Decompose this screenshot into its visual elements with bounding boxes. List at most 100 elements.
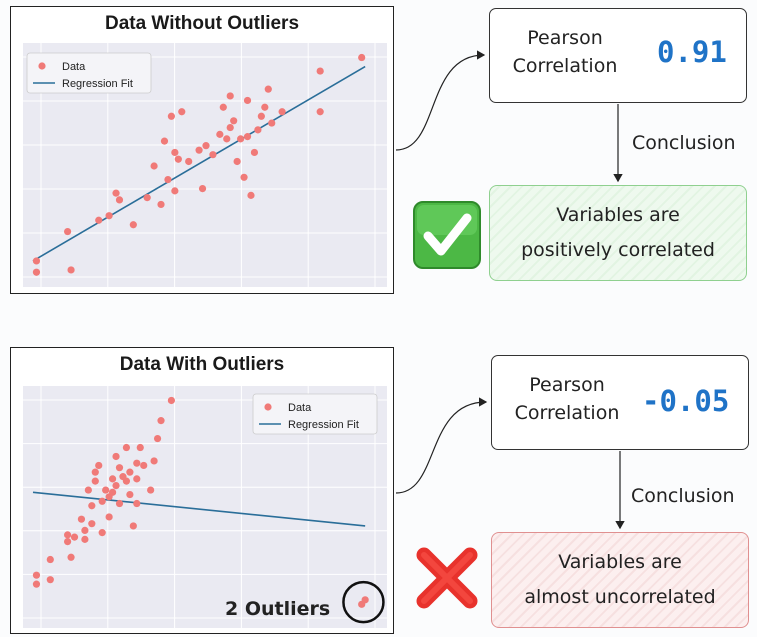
data-point <box>171 187 179 195</box>
conclusion-box: Variables are positively correlated <box>489 185 747 281</box>
data-point <box>150 457 158 465</box>
data-point <box>133 475 141 483</box>
data-point <box>361 596 369 604</box>
data-point <box>70 533 79 541</box>
data-point <box>122 443 131 452</box>
data-point <box>64 538 72 546</box>
chart-title: Data With Outliers <box>119 354 285 375</box>
regression-line <box>32 491 366 527</box>
data-point <box>157 417 165 425</box>
outlier-label: 2 Outliers <box>225 598 331 620</box>
data-point <box>91 477 99 485</box>
arrow-chart-to-pearson <box>395 50 486 151</box>
data-point <box>167 112 175 120</box>
data-point <box>32 257 41 265</box>
data-point <box>243 96 252 105</box>
chart-title: Data Without Outliers <box>104 13 300 34</box>
data-point <box>32 268 41 276</box>
data-point <box>157 200 165 209</box>
legend-label-data: Data <box>288 402 312 414</box>
legend-box <box>252 393 378 435</box>
data-point <box>278 108 286 116</box>
data-point <box>112 452 120 461</box>
data-point <box>112 189 120 197</box>
data-point <box>153 434 162 443</box>
data-point <box>133 499 141 508</box>
data-point <box>209 151 217 159</box>
data-point <box>167 396 175 405</box>
data-point <box>95 461 103 470</box>
legend-marker-data <box>38 62 46 70</box>
data-point <box>105 212 113 220</box>
data-point <box>81 526 89 534</box>
data-point <box>261 103 269 111</box>
regression-line <box>32 65 366 262</box>
data-point <box>102 486 110 494</box>
data-point <box>98 497 106 505</box>
check-mark-icon <box>413 201 481 269</box>
data-point <box>98 529 106 537</box>
data-point <box>46 576 54 584</box>
conclusion-label: Conclusion <box>632 132 736 154</box>
data-point <box>108 488 117 496</box>
data-point <box>195 146 203 154</box>
data-point <box>240 173 248 181</box>
data-point <box>178 108 186 116</box>
data-point <box>316 108 324 116</box>
data-point <box>129 221 137 229</box>
data-point <box>223 135 231 143</box>
data-point <box>316 67 324 75</box>
data-point <box>32 571 41 579</box>
data-point <box>115 499 124 508</box>
data-point <box>140 461 148 470</box>
data-point <box>202 142 210 150</box>
data-point <box>268 119 276 127</box>
scatter-chart: Data Regression Fit <box>23 43 387 287</box>
data-point <box>88 520 96 528</box>
data-point <box>112 482 120 490</box>
legend-label-data: Data <box>62 61 86 73</box>
conclusion-label: Conclusion <box>631 485 735 507</box>
data-point <box>254 126 262 134</box>
data-point <box>95 216 103 224</box>
data-point <box>105 513 113 521</box>
data-point <box>150 162 158 170</box>
data-point <box>143 194 151 202</box>
data-point <box>147 486 155 494</box>
data-point <box>77 515 86 523</box>
legend-marker-data <box>264 403 272 411</box>
data-point <box>233 157 241 166</box>
data-point <box>171 148 179 157</box>
chart-panel-with-outliers: Data With Outliers Data Regression Fit 2 … <box>10 347 394 634</box>
data-point <box>216 130 224 138</box>
data-point <box>247 191 255 199</box>
data-point <box>88 502 96 510</box>
pearson-label: Pearson Correlation <box>514 374 620 424</box>
data-point <box>230 117 238 125</box>
data-point <box>164 175 172 184</box>
data-point <box>358 53 366 62</box>
pearson-label: Pearson Correlation <box>512 27 618 77</box>
data-point <box>67 553 75 561</box>
cross-mark-icon <box>416 547 478 609</box>
data-point <box>108 475 117 483</box>
data-point <box>185 157 193 166</box>
data-point <box>115 196 124 204</box>
data-point <box>115 464 124 472</box>
data-point <box>126 468 134 476</box>
data-point <box>133 459 141 467</box>
legend-label-fit: Regression Fit <box>288 419 359 431</box>
pearson-box: Pearson Correlation -0.05 <box>491 355 749 450</box>
data-point <box>64 227 72 236</box>
data-point <box>129 522 137 530</box>
scatter-chart: Data Regression Fit <box>23 386 387 628</box>
data-point <box>264 85 272 93</box>
data-point <box>226 123 234 132</box>
conclusion-box: Variables are almost uncorrelated <box>491 532 749 628</box>
legend: Data Regression Fit <box>26 52 152 94</box>
data-point <box>136 443 144 452</box>
data-point <box>219 103 227 111</box>
outlier-highlight-circle <box>342 580 385 624</box>
pearson-value: 0.91 <box>657 35 727 69</box>
